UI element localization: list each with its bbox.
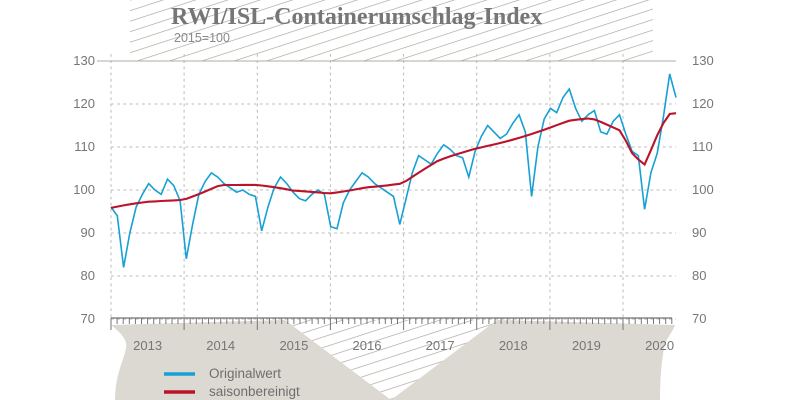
svg-text:80: 80 (692, 268, 706, 283)
svg-text:RWI/ISL-Containerumschlag-Inde: RWI/ISL-Containerumschlag-Index (171, 4, 542, 30)
svg-text:110: 110 (74, 139, 95, 154)
svg-text:2015=100: 2015=100 (174, 31, 230, 45)
svg-text:2015: 2015 (279, 338, 308, 353)
svg-text:90: 90 (81, 225, 95, 240)
svg-text:2019: 2019 (572, 338, 601, 353)
svg-text:2013: 2013 (133, 338, 162, 353)
svg-text:saisonbereinigt: saisonbereinigt (209, 384, 300, 399)
svg-text:2016: 2016 (353, 338, 382, 353)
svg-text:70: 70 (81, 311, 95, 326)
svg-text:Originalwert: Originalwert (209, 366, 281, 381)
svg-text:130: 130 (692, 53, 714, 68)
svg-text:80: 80 (81, 268, 95, 283)
svg-text:100: 100 (692, 182, 714, 197)
svg-text:70: 70 (692, 311, 706, 326)
svg-text:2020: 2020 (645, 338, 674, 353)
svg-text:2014: 2014 (206, 338, 235, 353)
svg-text:120: 120 (73, 96, 95, 111)
svg-text:130: 130 (73, 53, 95, 68)
svg-text:2018: 2018 (499, 338, 528, 353)
svg-text:2017: 2017 (426, 338, 455, 353)
svg-text:120: 120 (692, 96, 714, 111)
svg-text:90: 90 (692, 225, 706, 240)
svg-text:100: 100 (73, 182, 95, 197)
svg-text:110: 110 (692, 139, 713, 154)
